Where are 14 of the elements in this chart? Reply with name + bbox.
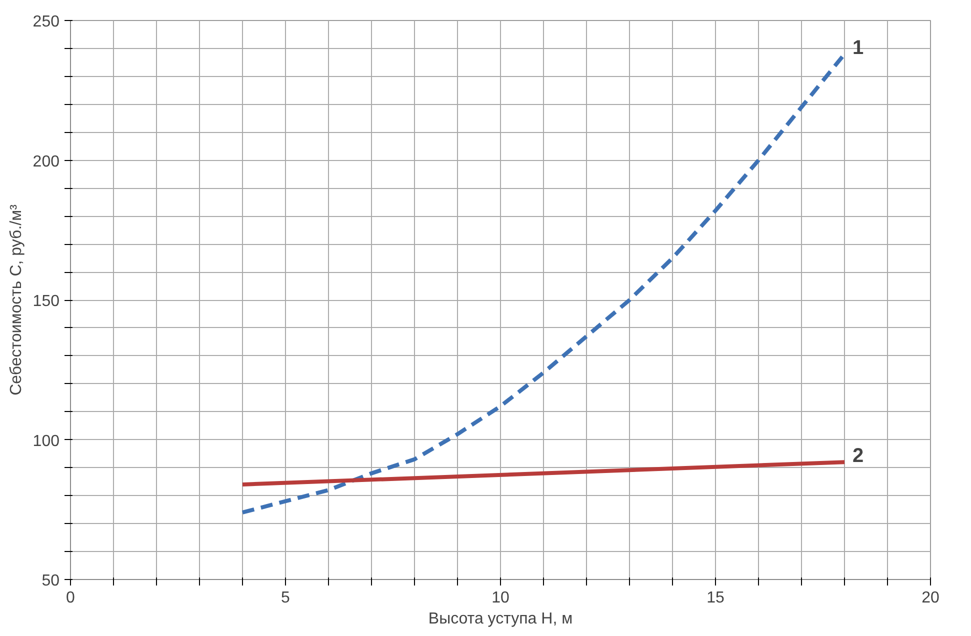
x-tick-label: 20 xyxy=(922,590,940,606)
y-tick-label: 50 xyxy=(42,572,60,590)
y-tick-label: 250 xyxy=(32,14,60,30)
annotation: 2 xyxy=(852,445,864,468)
x-tick-label: 15 xyxy=(706,590,724,606)
y-tick-label: 150 xyxy=(32,293,60,310)
x-tick-label: 10 xyxy=(492,590,510,606)
x-tick-label: 0 xyxy=(66,590,76,606)
y-tick-label: 200 xyxy=(32,153,60,170)
annotation: 1 xyxy=(852,37,864,60)
y-axis-title: Себестоимость C, руб./м³ xyxy=(8,204,25,396)
x-tick-label: 5 xyxy=(281,590,290,606)
y-tick-label: 100 xyxy=(32,432,60,450)
x-axis-title: Высота уступа H, м xyxy=(428,610,573,628)
